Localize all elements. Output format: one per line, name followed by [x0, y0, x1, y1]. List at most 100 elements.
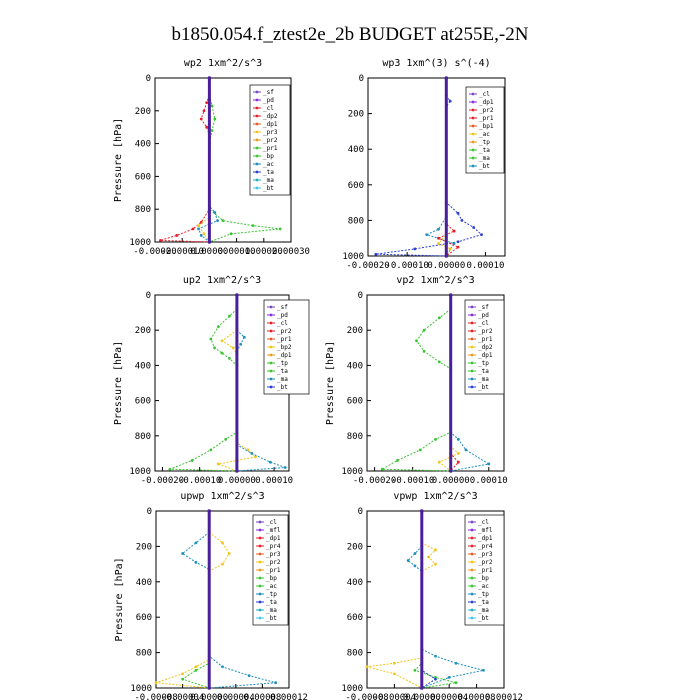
data-point — [425, 233, 429, 237]
data-point — [190, 459, 194, 462]
y-tick-label: 600 — [347, 613, 363, 623]
data-point — [197, 224, 200, 228]
y-tick-label: 1000 — [130, 684, 152, 694]
data-point — [181, 552, 185, 555]
data-point — [250, 452, 254, 455]
legend-marker — [470, 544, 474, 548]
data-point — [254, 455, 257, 459]
legend-marker — [258, 592, 262, 596]
legend-label: _ma — [277, 376, 288, 383]
legend-marker — [471, 164, 475, 168]
legend-marker — [470, 377, 474, 381]
legend-label: _sf — [478, 304, 489, 311]
legend-marker — [258, 608, 262, 612]
legend-label: _ta — [478, 599, 489, 606]
data-point — [247, 674, 251, 678]
x-tick-label: 0.00004 — [217, 693, 255, 700]
legend-label: _bp1 — [479, 123, 494, 130]
legend-label: _dp1 — [478, 535, 493, 542]
legend-marker — [255, 154, 259, 158]
legend-label: _dp2 — [478, 344, 493, 351]
legend: _sf_pd_cl_dp2_dp1_pr3_pr2_pr1_bp_ac_ta_m… — [249, 84, 291, 196]
legend-marker — [470, 536, 474, 540]
series-line-pr1 — [169, 295, 238, 472]
legend-label: _pr2 — [263, 137, 278, 144]
x-tick-label: -0.00020 — [141, 476, 184, 486]
data-point — [242, 335, 246, 339]
legend-marker — [471, 124, 475, 128]
legend-marker — [255, 114, 259, 118]
legend-marker — [258, 528, 262, 532]
series-line-ac — [425, 78, 455, 257]
data-point — [159, 238, 162, 242]
legend-label: _bt — [263, 185, 274, 192]
legend-label: _ta — [479, 147, 490, 154]
legend-marker — [471, 148, 475, 152]
series-line-pr2 — [160, 78, 210, 243]
legend-label: _ta — [263, 169, 274, 176]
legend-marker — [258, 552, 262, 556]
data-point — [434, 654, 437, 658]
legend-marker — [269, 321, 273, 325]
data-point — [452, 242, 456, 245]
y-tick-label: 400 — [347, 578, 363, 588]
legend-label: _ma — [478, 607, 489, 614]
data-point — [210, 129, 214, 132]
legend-label: _dp1 — [266, 535, 281, 542]
y-tick-label: 200 — [136, 542, 152, 552]
series-line-tp — [421, 511, 437, 689]
legend-marker — [255, 122, 259, 126]
legend-label: _tp — [479, 139, 490, 146]
y-tick-label: 800 — [136, 649, 152, 659]
legend-label: _pr1 — [277, 336, 292, 343]
data-point — [393, 672, 396, 676]
legend-marker — [269, 329, 273, 333]
legend-label: _mfl — [478, 527, 493, 534]
y-tick-label: 400 — [347, 361, 363, 371]
data-point — [209, 448, 213, 452]
legend-label: _sf — [277, 304, 288, 311]
series-line-pr2 — [155, 511, 230, 689]
legend-marker — [470, 552, 474, 556]
data-point — [207, 240, 212, 244]
data-point — [221, 562, 224, 566]
series-line-ac — [181, 511, 276, 689]
series-line-pr1 — [181, 511, 210, 689]
legend-label: _bt — [277, 384, 288, 391]
legend-marker — [255, 138, 259, 142]
legend-marker — [470, 576, 474, 580]
y-tick-label: 800 — [347, 432, 363, 442]
data-point — [205, 125, 209, 129]
data-point — [420, 686, 424, 690]
legend-marker — [269, 361, 273, 365]
legend: _sf_pd_cl_pr2_pr1_dp2_dp1_tp_ta_ma_bt — [464, 299, 505, 395]
data-point — [235, 469, 239, 473]
legend-marker — [470, 560, 474, 564]
data-point — [487, 462, 491, 466]
data-point — [221, 665, 224, 669]
data-point — [444, 76, 449, 80]
legend-label: _pr3 — [266, 551, 281, 558]
data-point — [213, 117, 217, 121]
legend-label: _pr2 — [478, 559, 493, 566]
legend-label: _ac — [478, 583, 489, 590]
legend-marker — [470, 608, 474, 612]
data-point — [216, 219, 219, 223]
legend-label: _cl — [263, 105, 274, 112]
y-tick-label: 0 — [358, 291, 363, 301]
y-tick-label: 1000 — [129, 467, 151, 477]
x-tick-label: -0.00020 — [346, 261, 389, 271]
data-point — [210, 104, 214, 108]
legend-label: _ta — [478, 368, 489, 375]
x-tick-label: -0.00004 — [373, 693, 416, 700]
y-tick-label: 1000 — [341, 467, 363, 477]
chart-panels: wp2 1xm^2/s^302004006008001000-0.00020-0… — [113, 58, 523, 700]
data-point — [213, 211, 217, 214]
data-point — [175, 234, 179, 237]
legend: _cl_mfl_dp1_pr4_pr3_pr2_pr1_bp_ac_tp_ta_… — [464, 514, 505, 626]
data-point — [380, 467, 384, 471]
x-tick-label: -0.00010 — [385, 261, 428, 271]
data-point — [221, 541, 224, 545]
legend-marker — [269, 369, 273, 373]
